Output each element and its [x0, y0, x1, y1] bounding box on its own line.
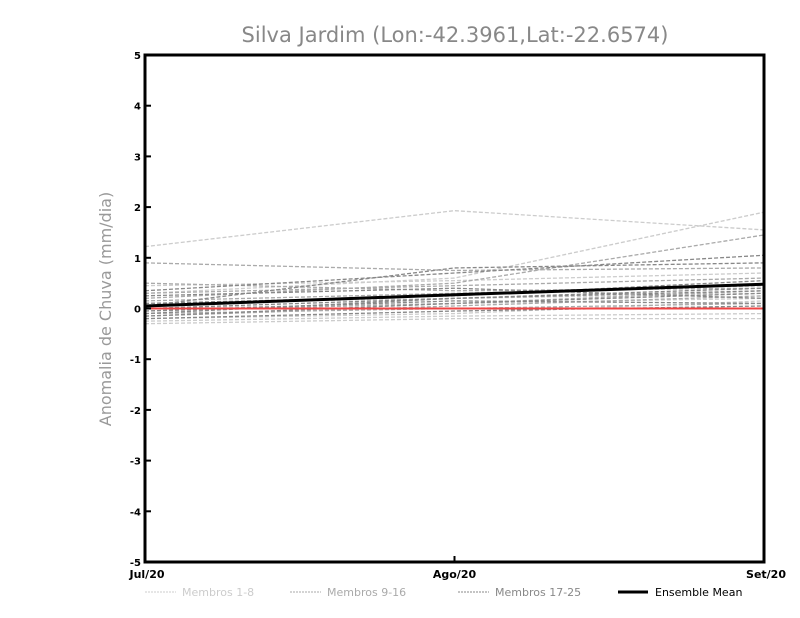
legend-label: Membros 9-16	[327, 586, 406, 599]
y-tick-label: 4	[134, 102, 141, 113]
member-line-g1-1	[144, 209, 765, 248]
y-tick-label: -2	[130, 406, 141, 417]
y-tick-label: 3	[134, 152, 141, 163]
member-line-g3-5	[144, 287, 765, 300]
member-line-g2-5	[144, 295, 765, 317]
member-line-g1-2	[144, 211, 765, 294]
legend-label: Ensemble Mean	[655, 586, 742, 599]
y-tick-label: -1	[130, 355, 141, 366]
member-line-g3-1	[144, 254, 765, 292]
x-tick-label: Ago/20	[433, 568, 477, 581]
y-tick-label: 1	[134, 254, 141, 265]
x-tick-label: Set/20	[746, 568, 786, 581]
y-tick-label: 0	[134, 305, 141, 316]
y-tick-label: -5	[130, 558, 141, 569]
member-line-g3-4	[144, 305, 765, 320]
x-tick-label: Jul/20	[128, 568, 164, 581]
y-tick-label: -4	[130, 507, 141, 518]
chart-title: Silva Jardim (Lon:-42.3961,Lat:-22.6574)	[242, 23, 669, 47]
member-line-g2-2	[144, 282, 765, 292]
member-line-g1-7	[144, 300, 765, 320]
legend-label: Membros 1-8	[182, 586, 254, 599]
y-tick-label: -3	[130, 457, 141, 468]
legend-label: Membros 17-25	[495, 586, 581, 599]
member-line-g3-9	[144, 287, 765, 310]
y-tick-label: 5	[134, 51, 141, 62]
member-line-g2-8	[144, 285, 765, 302]
member-line-g1-6	[144, 272, 765, 287]
member-line-g1-4	[144, 312, 765, 322]
ensemble-mean-line	[144, 282, 765, 308]
y-axis-label: Anomalia de Chuva (mm/dia)	[96, 192, 115, 426]
member-line-g2-1	[144, 262, 765, 272]
y-tick-label: 2	[134, 203, 141, 214]
member-line-g2-6	[144, 277, 765, 294]
member-line-g3-6	[144, 292, 765, 317]
member-line-g1-3	[144, 317, 764, 325]
